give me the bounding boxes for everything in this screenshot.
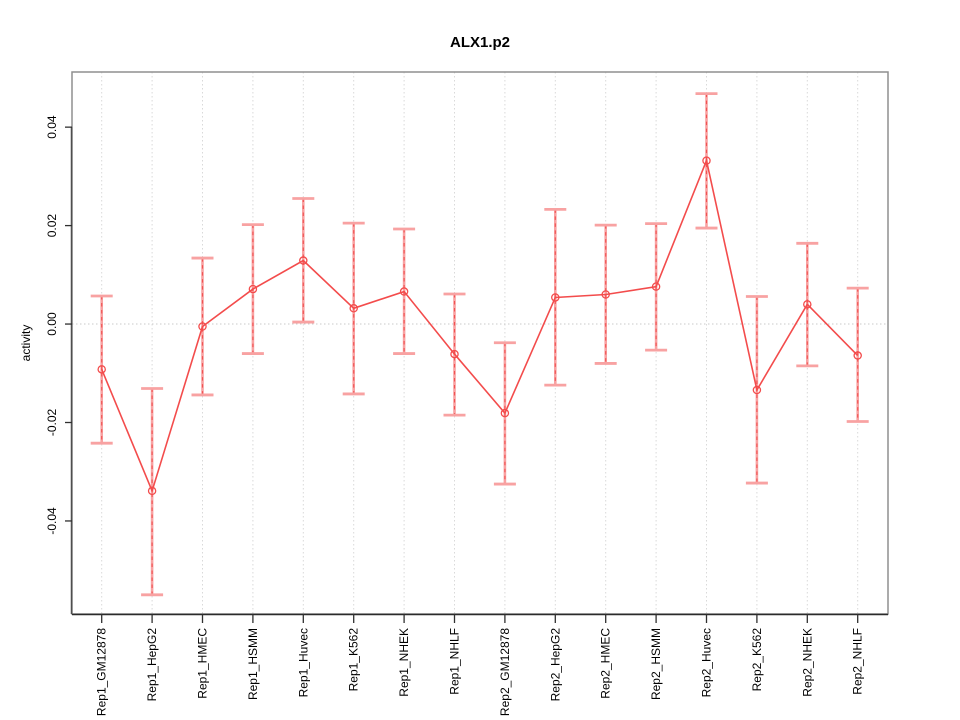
plot-area: -0.04 -0.02 0.00 0.02 0.04 Rep1_GM12878 Rep1_H… <box>45 71 889 716</box>
chart-title: ALX1.p2 <box>450 34 510 51</box>
x-tick-label: Rep1_NHLF <box>448 628 462 695</box>
y-tick-label: 0.02 <box>45 214 59 238</box>
x-tick-label: Rep1_Huvec <box>296 628 310 697</box>
x-tick-label: Rep1_HMEC <box>196 628 210 699</box>
data-point-marker <box>97 365 106 374</box>
y-tick-label: -0.04 <box>45 507 59 535</box>
x-tick-label: Rep2_HepG2 <box>548 628 562 702</box>
data-point-marker <box>299 256 308 265</box>
y-tick-label: 0.04 <box>45 115 59 139</box>
data-point-marker <box>853 351 862 360</box>
x-tick-label: Rep1_HSMM <box>246 628 260 700</box>
y-tick-label: 0.00 <box>45 312 59 336</box>
x-tick-label: Rep1_NHEK <box>397 628 411 697</box>
data-point-marker <box>147 486 157 496</box>
plot-box-border <box>71 71 889 615</box>
x-tick-label: Rep1_K562 <box>347 628 361 692</box>
x-tick-label: Rep2_K562 <box>750 628 764 692</box>
x-tick-label: Rep1_HepG2 <box>145 628 159 702</box>
x-tick-label: Rep2_Huvec <box>700 628 714 697</box>
x-tick-label: Rep2_HSMM <box>649 628 663 700</box>
x-tick-label: Rep1_GM12878 <box>95 628 109 716</box>
data-point-marker <box>500 408 510 418</box>
data-point-marker <box>399 287 409 296</box>
data-point-marker <box>651 282 661 291</box>
data-point-marker <box>349 304 358 313</box>
data-point-marker <box>198 322 207 331</box>
y-axis-label: activity <box>19 325 33 362</box>
data-point-marker <box>248 284 258 294</box>
x-tick-label: Rep2_GM12878 <box>498 628 512 716</box>
x-tick-label: Rep2_NHLF <box>851 628 865 695</box>
x-tick-label: Rep2_NHEK <box>800 628 814 697</box>
series-line <box>100 157 859 494</box>
data-point-marker <box>803 300 812 309</box>
data-point-marker <box>601 290 610 299</box>
x-tick-label: Rep2_HMEC <box>599 628 613 699</box>
data-point-marker <box>702 156 711 165</box>
y-tick-label: -0.02 <box>45 409 59 437</box>
data-point-marker <box>450 349 459 359</box>
data-point-marker <box>551 293 560 302</box>
data-point-marker <box>752 385 762 395</box>
